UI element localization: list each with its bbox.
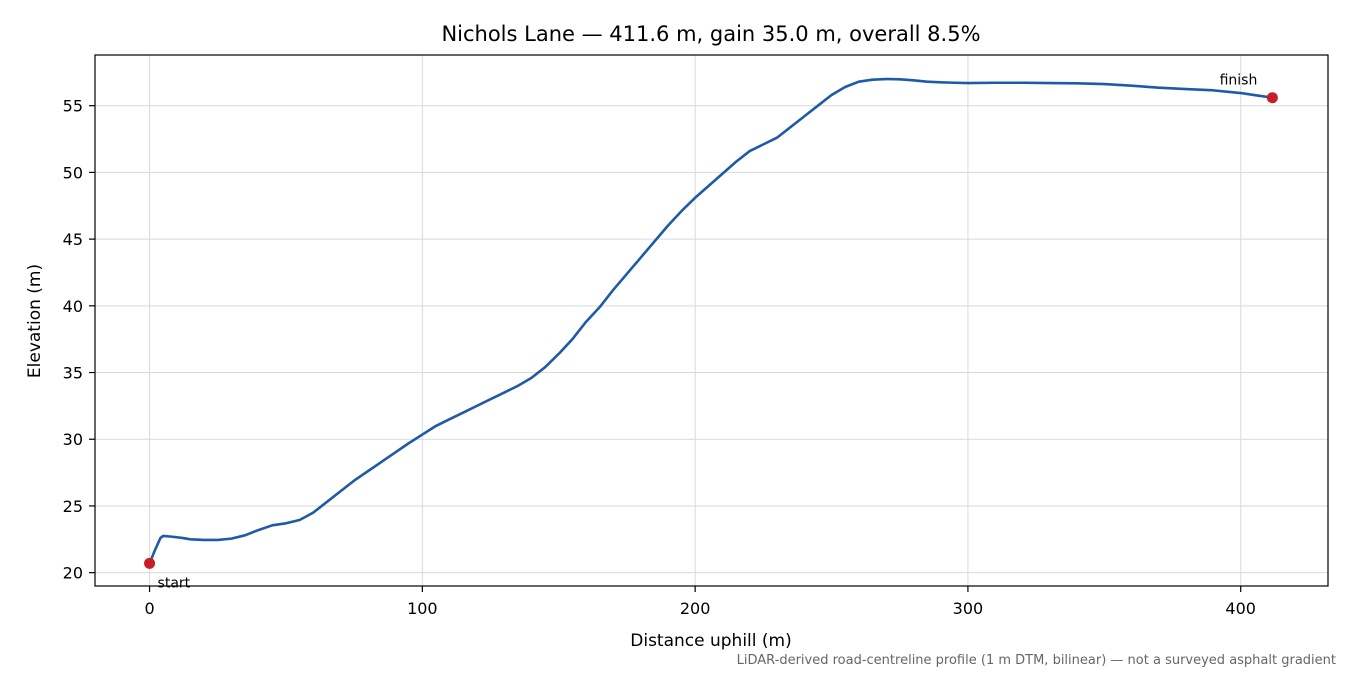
- y-tick-label: 55: [63, 97, 83, 116]
- y-tick-label: 30: [63, 430, 83, 449]
- plot-frame: [94, 54, 1329, 587]
- y-tick-label: 50: [63, 163, 83, 182]
- finish-marker: [1266, 92, 1278, 104]
- chart-title: Nichols Lane — 411.6 m, gain 35.0 m, ove…: [441, 22, 980, 46]
- y-axis-ticks: 20 25 30 35 40 45 50 55: [63, 97, 95, 583]
- start-marker: [144, 557, 156, 569]
- footnote: LiDAR-derived road-centreline profile (1…: [737, 653, 1336, 668]
- y-axis-label: Elevation (m): [25, 264, 45, 378]
- y-tick-label: 20: [63, 564, 83, 583]
- y-tick-label: 40: [63, 297, 83, 316]
- start-label: start: [158, 575, 191, 591]
- elevation-series-line: [148, 77, 1274, 565]
- y-tick-label: 35: [63, 364, 83, 383]
- x-tick-label: 200: [680, 599, 711, 618]
- y-tick-label: 45: [63, 230, 83, 249]
- x-tick-label: 100: [407, 599, 438, 618]
- y-tick-label: 25: [63, 497, 83, 516]
- x-tick-label: 400: [1225, 599, 1256, 618]
- x-tick-label: 300: [953, 599, 984, 618]
- x-axis-ticks: 0 100 200 300 400: [144, 586, 1256, 618]
- x-tick-label: 0: [144, 599, 154, 618]
- x-axis-label: Distance uphill (m): [630, 631, 791, 651]
- finish-label: finish: [1220, 73, 1258, 89]
- grid: [95, 55, 1328, 586]
